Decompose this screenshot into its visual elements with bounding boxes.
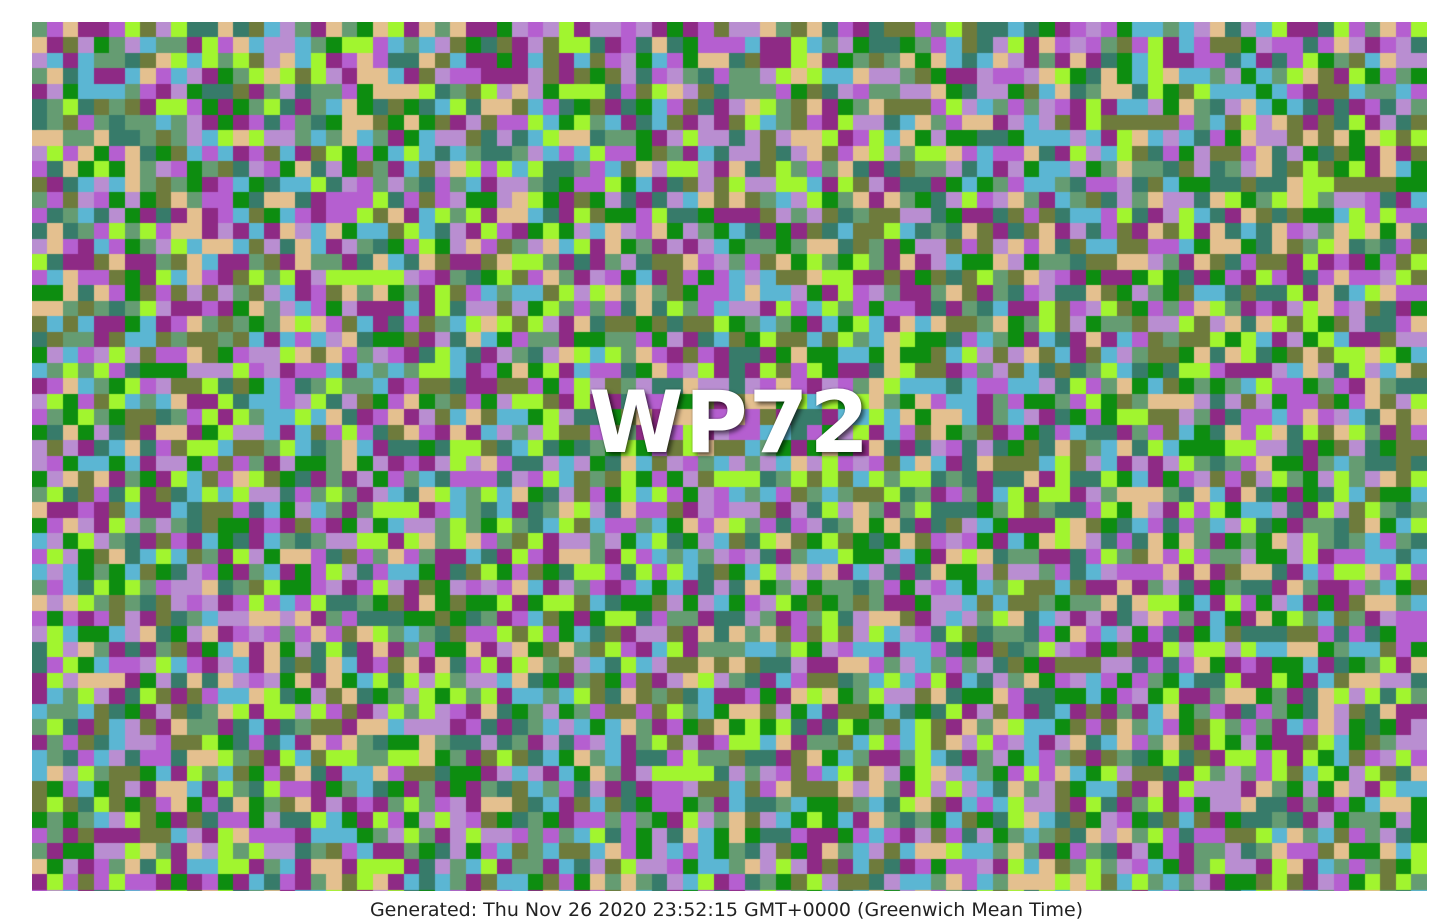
generated-caption: Generated: Thu Nov 26 2020 23:52:15 GMT+… — [369, 899, 1084, 921]
mosaic-image: WP72 — [32, 22, 1427, 891]
pixel-mosaic — [32, 22, 1427, 891]
